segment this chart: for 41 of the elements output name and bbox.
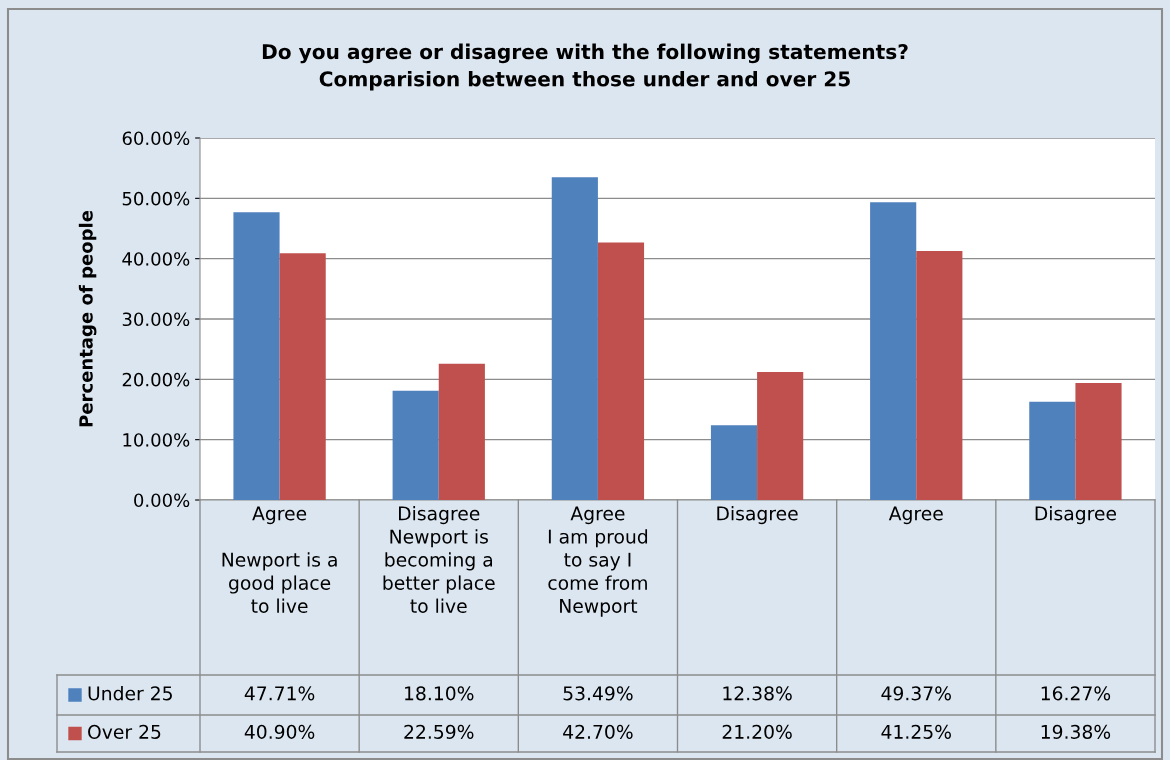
bar xyxy=(870,202,917,500)
x-tick-label: Disagree xyxy=(1035,506,1116,525)
x-tick-label: Disagree Newport is becoming a better place to live xyxy=(383,506,495,614)
y-axis-title: Percentage of people xyxy=(78,210,97,427)
bar xyxy=(916,251,963,500)
y-tick-label: 0.00% xyxy=(134,493,190,508)
y-tick-label: 20.00% xyxy=(122,372,190,387)
data-label: 47.71% xyxy=(244,686,315,701)
bar xyxy=(1029,401,1076,500)
y-tick-label: 50.00% xyxy=(122,191,190,206)
data-label: 42.70% xyxy=(563,724,633,739)
bar xyxy=(279,253,326,500)
data-label: 40.90% xyxy=(244,724,315,739)
bar xyxy=(438,363,485,500)
x-tick-label: Agree xyxy=(888,506,943,525)
legend-label: Under 25 xyxy=(88,685,172,701)
bar xyxy=(1075,383,1122,500)
bar xyxy=(710,425,758,500)
legend-label: Over 25 xyxy=(88,724,161,739)
x-tick-label: Agree I am proud to say I come from Newport xyxy=(548,506,648,617)
y-tick-label: 10.00% xyxy=(123,433,190,447)
y-tick-label: 60.00% xyxy=(122,131,190,146)
data-label: 18.10% xyxy=(405,686,474,701)
chart-title: Do you agree or disagree with the following statements? Comparision between those under and over 25 xyxy=(262,43,908,91)
bar xyxy=(392,390,439,500)
data-label: 22.59% xyxy=(404,724,474,739)
data-label: 21.20% xyxy=(722,724,792,739)
data-label: 12.38% xyxy=(723,686,792,701)
bar xyxy=(551,177,598,500)
bar xyxy=(597,242,645,500)
data-label: 16.27% xyxy=(1041,686,1111,701)
category-label: Agree Newport is a good place to live xyxy=(222,506,337,614)
data-label: 49.37% xyxy=(881,686,951,701)
data-label: 19.38% xyxy=(1041,724,1111,739)
data-label: 53.49% xyxy=(563,686,633,701)
y-tick-label: 40.00% xyxy=(122,252,190,266)
x-tick-label: Disagree xyxy=(717,506,798,525)
y-tick-label: 30.00% xyxy=(122,312,190,327)
bar xyxy=(757,372,804,500)
bar xyxy=(233,212,280,500)
data-label: 41.25% xyxy=(881,724,951,739)
